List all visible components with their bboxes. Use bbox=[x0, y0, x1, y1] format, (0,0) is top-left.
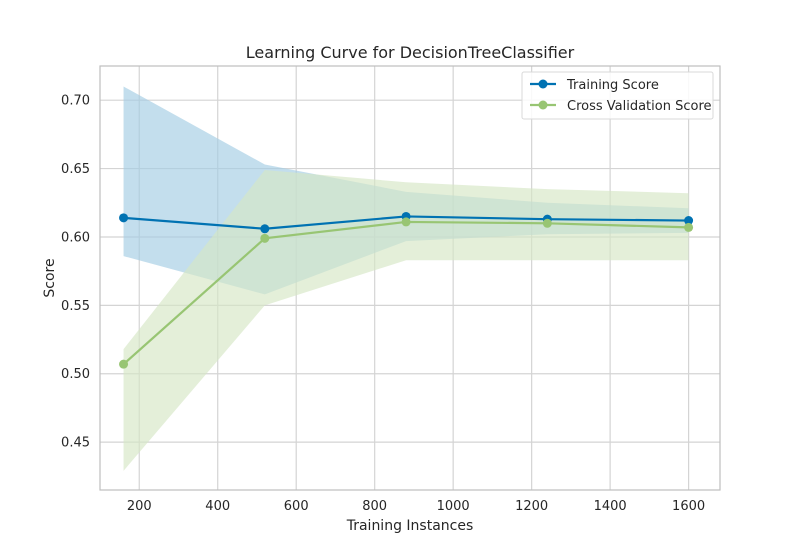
x-tick-label: 200 bbox=[127, 499, 152, 514]
chart-title: Learning Curve for DecisionTreeClassifie… bbox=[246, 43, 575, 62]
cross-validation-confidence-band bbox=[123, 169, 689, 471]
y-tick-label: 0.65 bbox=[61, 162, 90, 177]
training-point bbox=[684, 216, 694, 226]
training-point bbox=[260, 224, 270, 234]
cross-validation-point bbox=[684, 222, 694, 232]
x-tick-label: 1000 bbox=[437, 499, 470, 514]
x-tick-label: 400 bbox=[205, 499, 230, 514]
legend-label-training: Training Score bbox=[566, 78, 659, 93]
cross-validation-point bbox=[542, 218, 552, 228]
legend-marker-cross-validation bbox=[538, 100, 548, 110]
legend-label-cross-validation: Cross Validation Score bbox=[567, 99, 712, 114]
y-tick-labels: 0.45 0.50 0.55 0.60 0.65 0.70 bbox=[61, 94, 90, 451]
cross-validation-point bbox=[260, 233, 270, 243]
x-tick-label: 600 bbox=[284, 499, 309, 514]
y-axis-title: Score bbox=[42, 258, 58, 297]
series-points bbox=[119, 211, 694, 369]
legend-marker-training bbox=[538, 79, 548, 89]
y-tick-label: 0.50 bbox=[61, 367, 90, 382]
training-point bbox=[119, 213, 129, 223]
x-tick-label: 800 bbox=[362, 499, 387, 514]
y-tick-label: 0.55 bbox=[61, 299, 90, 314]
legend-box bbox=[521, 71, 714, 120]
y-tick-label: 0.70 bbox=[61, 94, 90, 109]
cross-validation-point bbox=[401, 217, 411, 227]
y-tick-label: 0.45 bbox=[61, 436, 90, 451]
x-tick-label: 1200 bbox=[515, 499, 548, 514]
x-tick-label: 1600 bbox=[672, 499, 705, 514]
plot-frame bbox=[99, 65, 721, 491]
legend: Training Score Cross Validation Score bbox=[521, 71, 714, 120]
cross-validation-point bbox=[119, 359, 129, 369]
y-tick-label: 0.60 bbox=[61, 230, 90, 245]
x-tick-labels: 200 400 600 800 1000 1200 1400 1600 bbox=[127, 499, 705, 514]
x-axis-title: Training Instances bbox=[346, 518, 474, 534]
x-tick-label: 1400 bbox=[594, 499, 627, 514]
